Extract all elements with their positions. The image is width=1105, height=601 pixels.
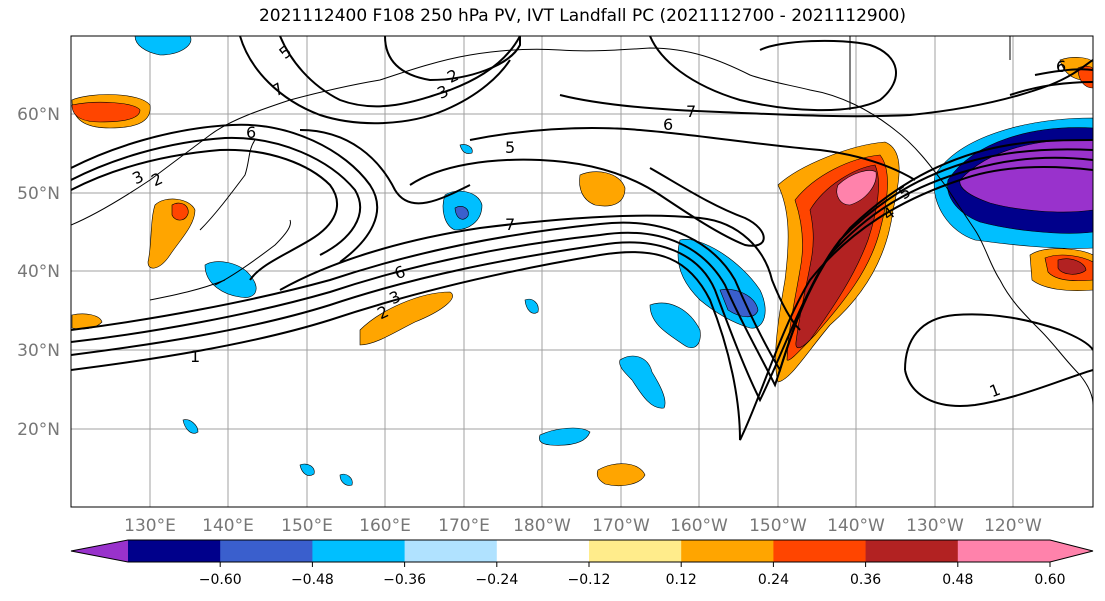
colorbar-segment (681, 540, 774, 562)
contour-label: 5 (505, 138, 515, 157)
longitude-axis: 130°E 140°E 150°E 160°E 170°E 180°W 170°… (124, 516, 1042, 536)
colorbar-outline (70, 539, 1094, 563)
lat-label-40n: 40°N (17, 262, 60, 282)
lon-label: 140°E (202, 516, 254, 536)
lon-label: 140°W (827, 516, 885, 536)
latitude-axis: 20°N 30°N 40°N 50°N 60°N (17, 105, 60, 440)
lat-label-30n: 30°N (17, 341, 60, 361)
lon-label: 180°W (513, 516, 571, 536)
colorbar-segment (773, 540, 867, 562)
lon-label: 170°W (592, 516, 650, 536)
contour-label: 6 (246, 123, 256, 142)
contour-label: 7 (505, 215, 515, 234)
lon-label: 150°W (749, 516, 807, 536)
map-title: 2021112400 F108 250 hPa PV, IVT Landfall… (258, 6, 906, 26)
contour-label: 6 (663, 115, 673, 134)
contour-label: 7 (686, 102, 696, 121)
contour-label: 1 (190, 347, 200, 366)
colorbar-segment (957, 540, 1051, 562)
colorbar-segment (312, 540, 406, 562)
colorbar-segment (128, 540, 221, 562)
colorbar-extend-min (71, 540, 128, 562)
colorbar-tick-label: −0.24 (475, 572, 518, 588)
lon-label: 130°E (124, 516, 176, 536)
colorbar: −0.60 −0.48 −0.36 −0.24 −0.12 0.12 0.24 0.36 0.4… (70, 539, 1094, 588)
lon-label: 160°W (670, 516, 728, 536)
lat-label-60n: 60°N (17, 105, 60, 125)
colorbar-tick-label: −0.12 (568, 572, 611, 588)
colorbar-tick-label: −0.60 (199, 572, 242, 588)
colorbar-tick-label: 0.36 (850, 572, 881, 588)
lon-label: 160°E (359, 516, 411, 536)
colorbar-segment (404, 540, 498, 562)
colorbar-tick-label: −0.36 (383, 572, 426, 588)
colorbar-segment (589, 540, 682, 562)
lon-label: 170°E (438, 516, 490, 536)
lon-label: 120°W (984, 516, 1042, 536)
pc-shading (71, 36, 1093, 486)
contour-label: 6 (1056, 57, 1066, 76)
map-plot-area: 5 7 2 3 6 3 2 6 7 6 5 7 5 4 6 3 2 1 1 6 (70, 35, 1094, 508)
colorbar-segment (865, 540, 959, 562)
colorbar-tick-label: −0.48 (291, 572, 334, 588)
lon-label: 150°E (281, 516, 333, 536)
pv-contours (71, 36, 1093, 441)
colorbar-tick-label: 0.48 (942, 572, 973, 588)
colorbar-tick-label: 0.24 (758, 572, 789, 588)
colorbar-tick-label: 0.60 (1034, 572, 1065, 588)
lat-label-20n: 20°N (17, 420, 60, 440)
colorbar-segment (496, 540, 590, 562)
contour-label: 6 (1056, 57, 1066, 76)
colorbar-segment (220, 540, 313, 562)
lat-label-50n: 50°N (17, 184, 60, 204)
colorbar-tick-label: 0.12 (666, 572, 697, 588)
colorbar-extend-max (1050, 540, 1093, 562)
lon-label: 130°W (906, 516, 964, 536)
